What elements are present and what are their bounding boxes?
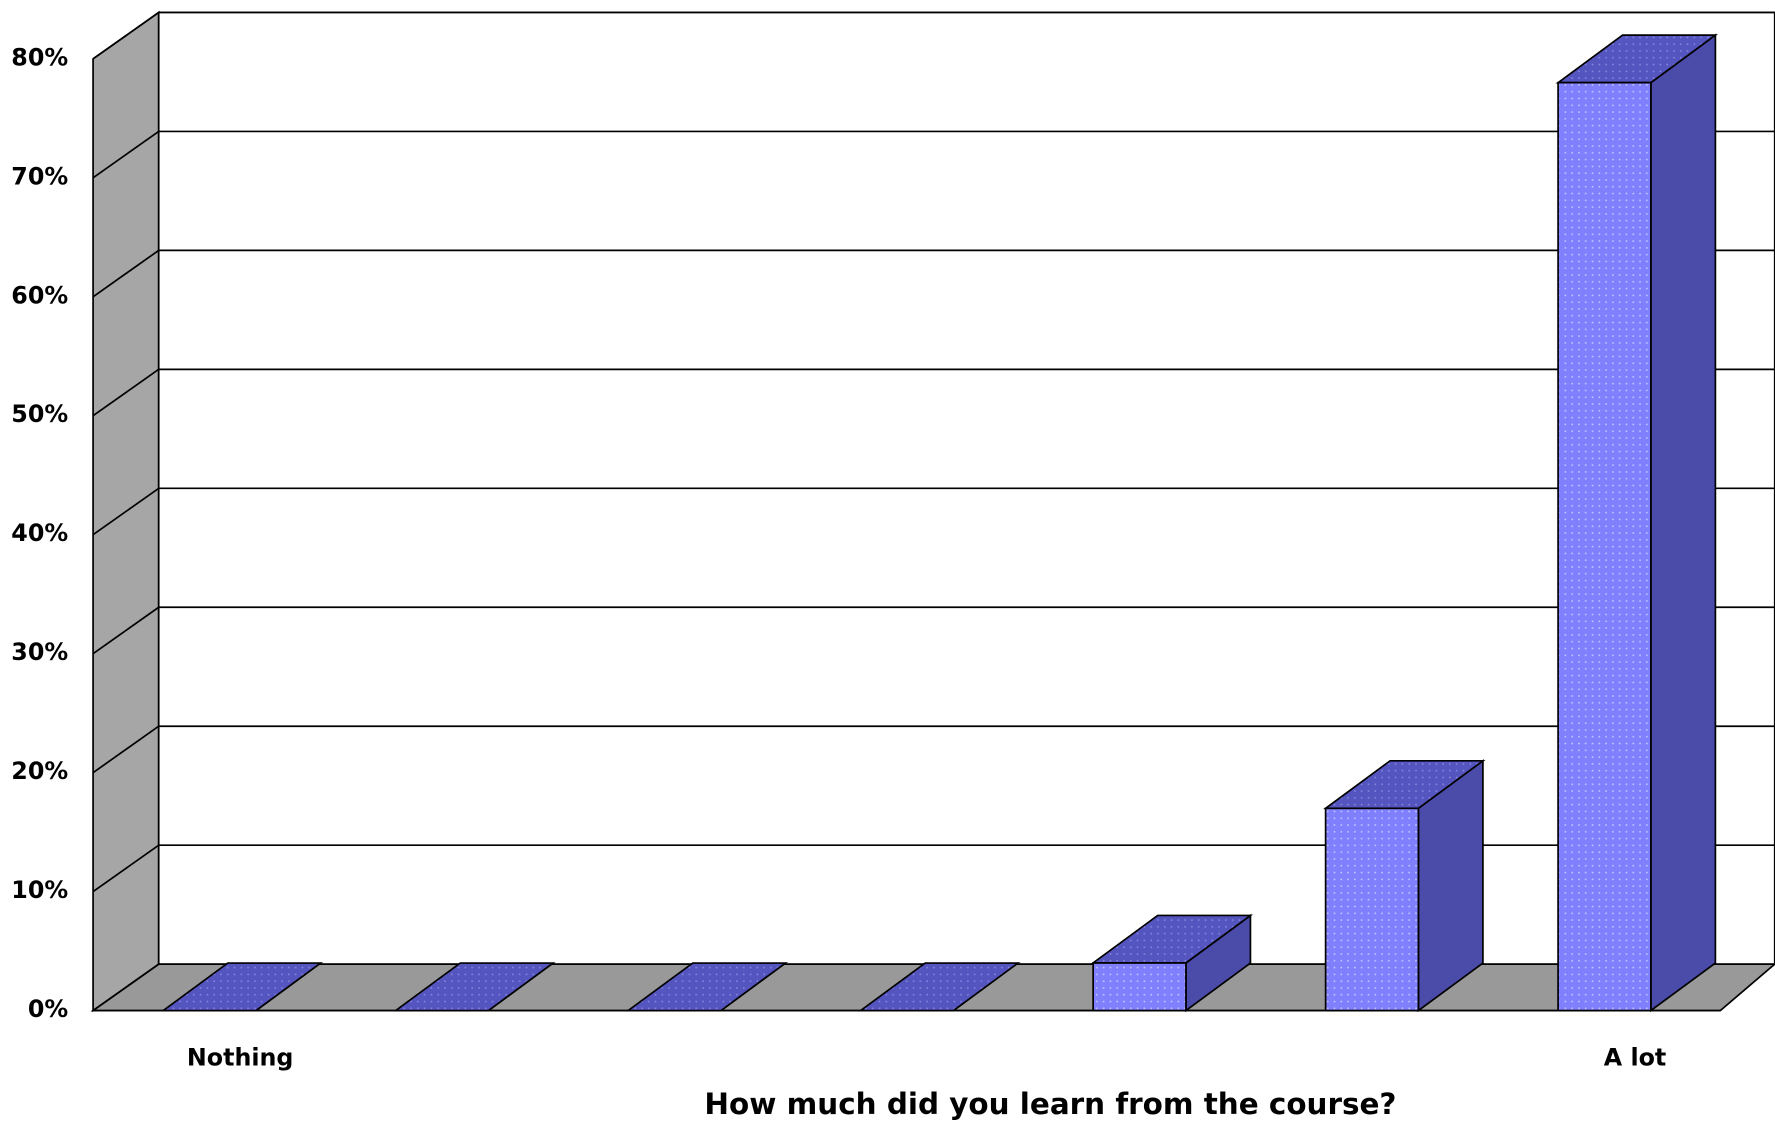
bar (1324, 807, 1420, 1012)
y-tick-label: 70% (11, 162, 68, 190)
x-tick-label: Nothing (187, 1044, 294, 1072)
y-tick-label: 30% (11, 638, 68, 666)
grid-line (92, 487, 1775, 536)
grid-line (92, 130, 1775, 179)
x-axis-title: How much did you learn from the course? (704, 1087, 1396, 1121)
grid-line (92, 11, 1775, 60)
x-tick-label: A lot (1604, 1044, 1666, 1072)
y-tick-label: 10% (11, 876, 68, 904)
y-tick-label: 20% (11, 757, 68, 785)
bar-top (858, 962, 1021, 1012)
grid-line (92, 844, 1775, 893)
y-tick-label: 80% (11, 43, 68, 71)
bar (1092, 962, 1187, 1012)
y-tick-label: 50% (11, 400, 68, 428)
bar-top (393, 962, 556, 1012)
y-tick-label: 0% (28, 995, 69, 1023)
grid-line (92, 606, 1775, 655)
bar (1557, 81, 1652, 1012)
grid-line (92, 725, 1775, 774)
y-tick-label: 60% (11, 281, 68, 309)
grid-line (92, 249, 1775, 298)
bar-top (160, 962, 324, 1012)
bar-top (625, 962, 789, 1012)
grid-line (92, 368, 1775, 417)
y-tick-label: 40% (11, 519, 68, 547)
bar-side (1650, 33, 1717, 1013)
